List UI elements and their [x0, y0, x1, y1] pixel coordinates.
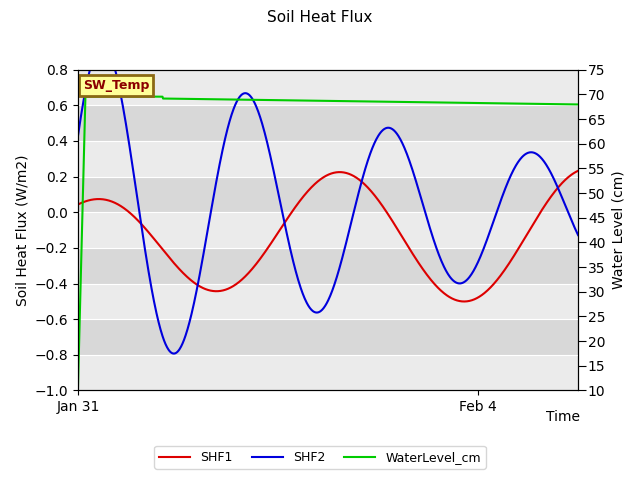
- Bar: [78, 319, 578, 355]
- SHF1: [460, 299, 468, 304]
- SHF1: [465, 298, 472, 304]
- SHF1: [417, 264, 425, 270]
- SHF2: [125, 143, 133, 149]
- SHF2: [74, 133, 82, 139]
- Y-axis label: Soil Heat Flux (W/m2): Soil Heat Flux (W/m2): [15, 154, 29, 306]
- WaterLevel_cm: [125, 94, 133, 99]
- WaterLevel_cm: [574, 102, 582, 108]
- WaterLevel_cm: [114, 94, 122, 99]
- Text: SW_Temp: SW_Temp: [83, 79, 149, 92]
- WaterLevel_cm: [474, 100, 481, 106]
- SHF2: [296, 280, 303, 286]
- WaterLevel_cm: [465, 100, 472, 106]
- SHF2: [574, 232, 582, 238]
- Legend: SHF1, SHF2, WaterLevel_cm: SHF1, SHF2, WaterLevel_cm: [154, 446, 486, 469]
- SHF2: [419, 200, 426, 205]
- Y-axis label: Water Level (cm): Water Level (cm): [611, 171, 625, 289]
- Bar: [78, 284, 578, 319]
- Text: Soil Heat Flux: Soil Heat Flux: [268, 10, 372, 24]
- SHF2: [465, 275, 473, 280]
- Bar: [78, 177, 578, 212]
- Bar: [78, 355, 578, 390]
- Line: SHF1: SHF1: [78, 171, 578, 301]
- SHF2: [99, 42, 106, 48]
- SHF1: [294, 200, 302, 206]
- Bar: [78, 212, 578, 248]
- WaterLevel_cm: [295, 97, 303, 103]
- Bar: [78, 141, 578, 177]
- SHF1: [125, 209, 133, 215]
- SHF1: [74, 202, 82, 207]
- WaterLevel_cm: [418, 99, 426, 105]
- SHF2: [474, 259, 482, 265]
- SHF2: [277, 204, 285, 210]
- SHF1: [574, 168, 582, 174]
- X-axis label: Time: Time: [546, 409, 580, 424]
- SHF1: [276, 227, 284, 232]
- Bar: [78, 105, 578, 141]
- WaterLevel_cm: [74, 387, 82, 393]
- SHF1: [474, 295, 481, 300]
- SHF2: [170, 351, 178, 357]
- Line: WaterLevel_cm: WaterLevel_cm: [78, 96, 578, 390]
- Line: SHF2: SHF2: [78, 45, 578, 354]
- WaterLevel_cm: [277, 97, 285, 103]
- Bar: [78, 248, 578, 284]
- Bar: [78, 70, 578, 105]
